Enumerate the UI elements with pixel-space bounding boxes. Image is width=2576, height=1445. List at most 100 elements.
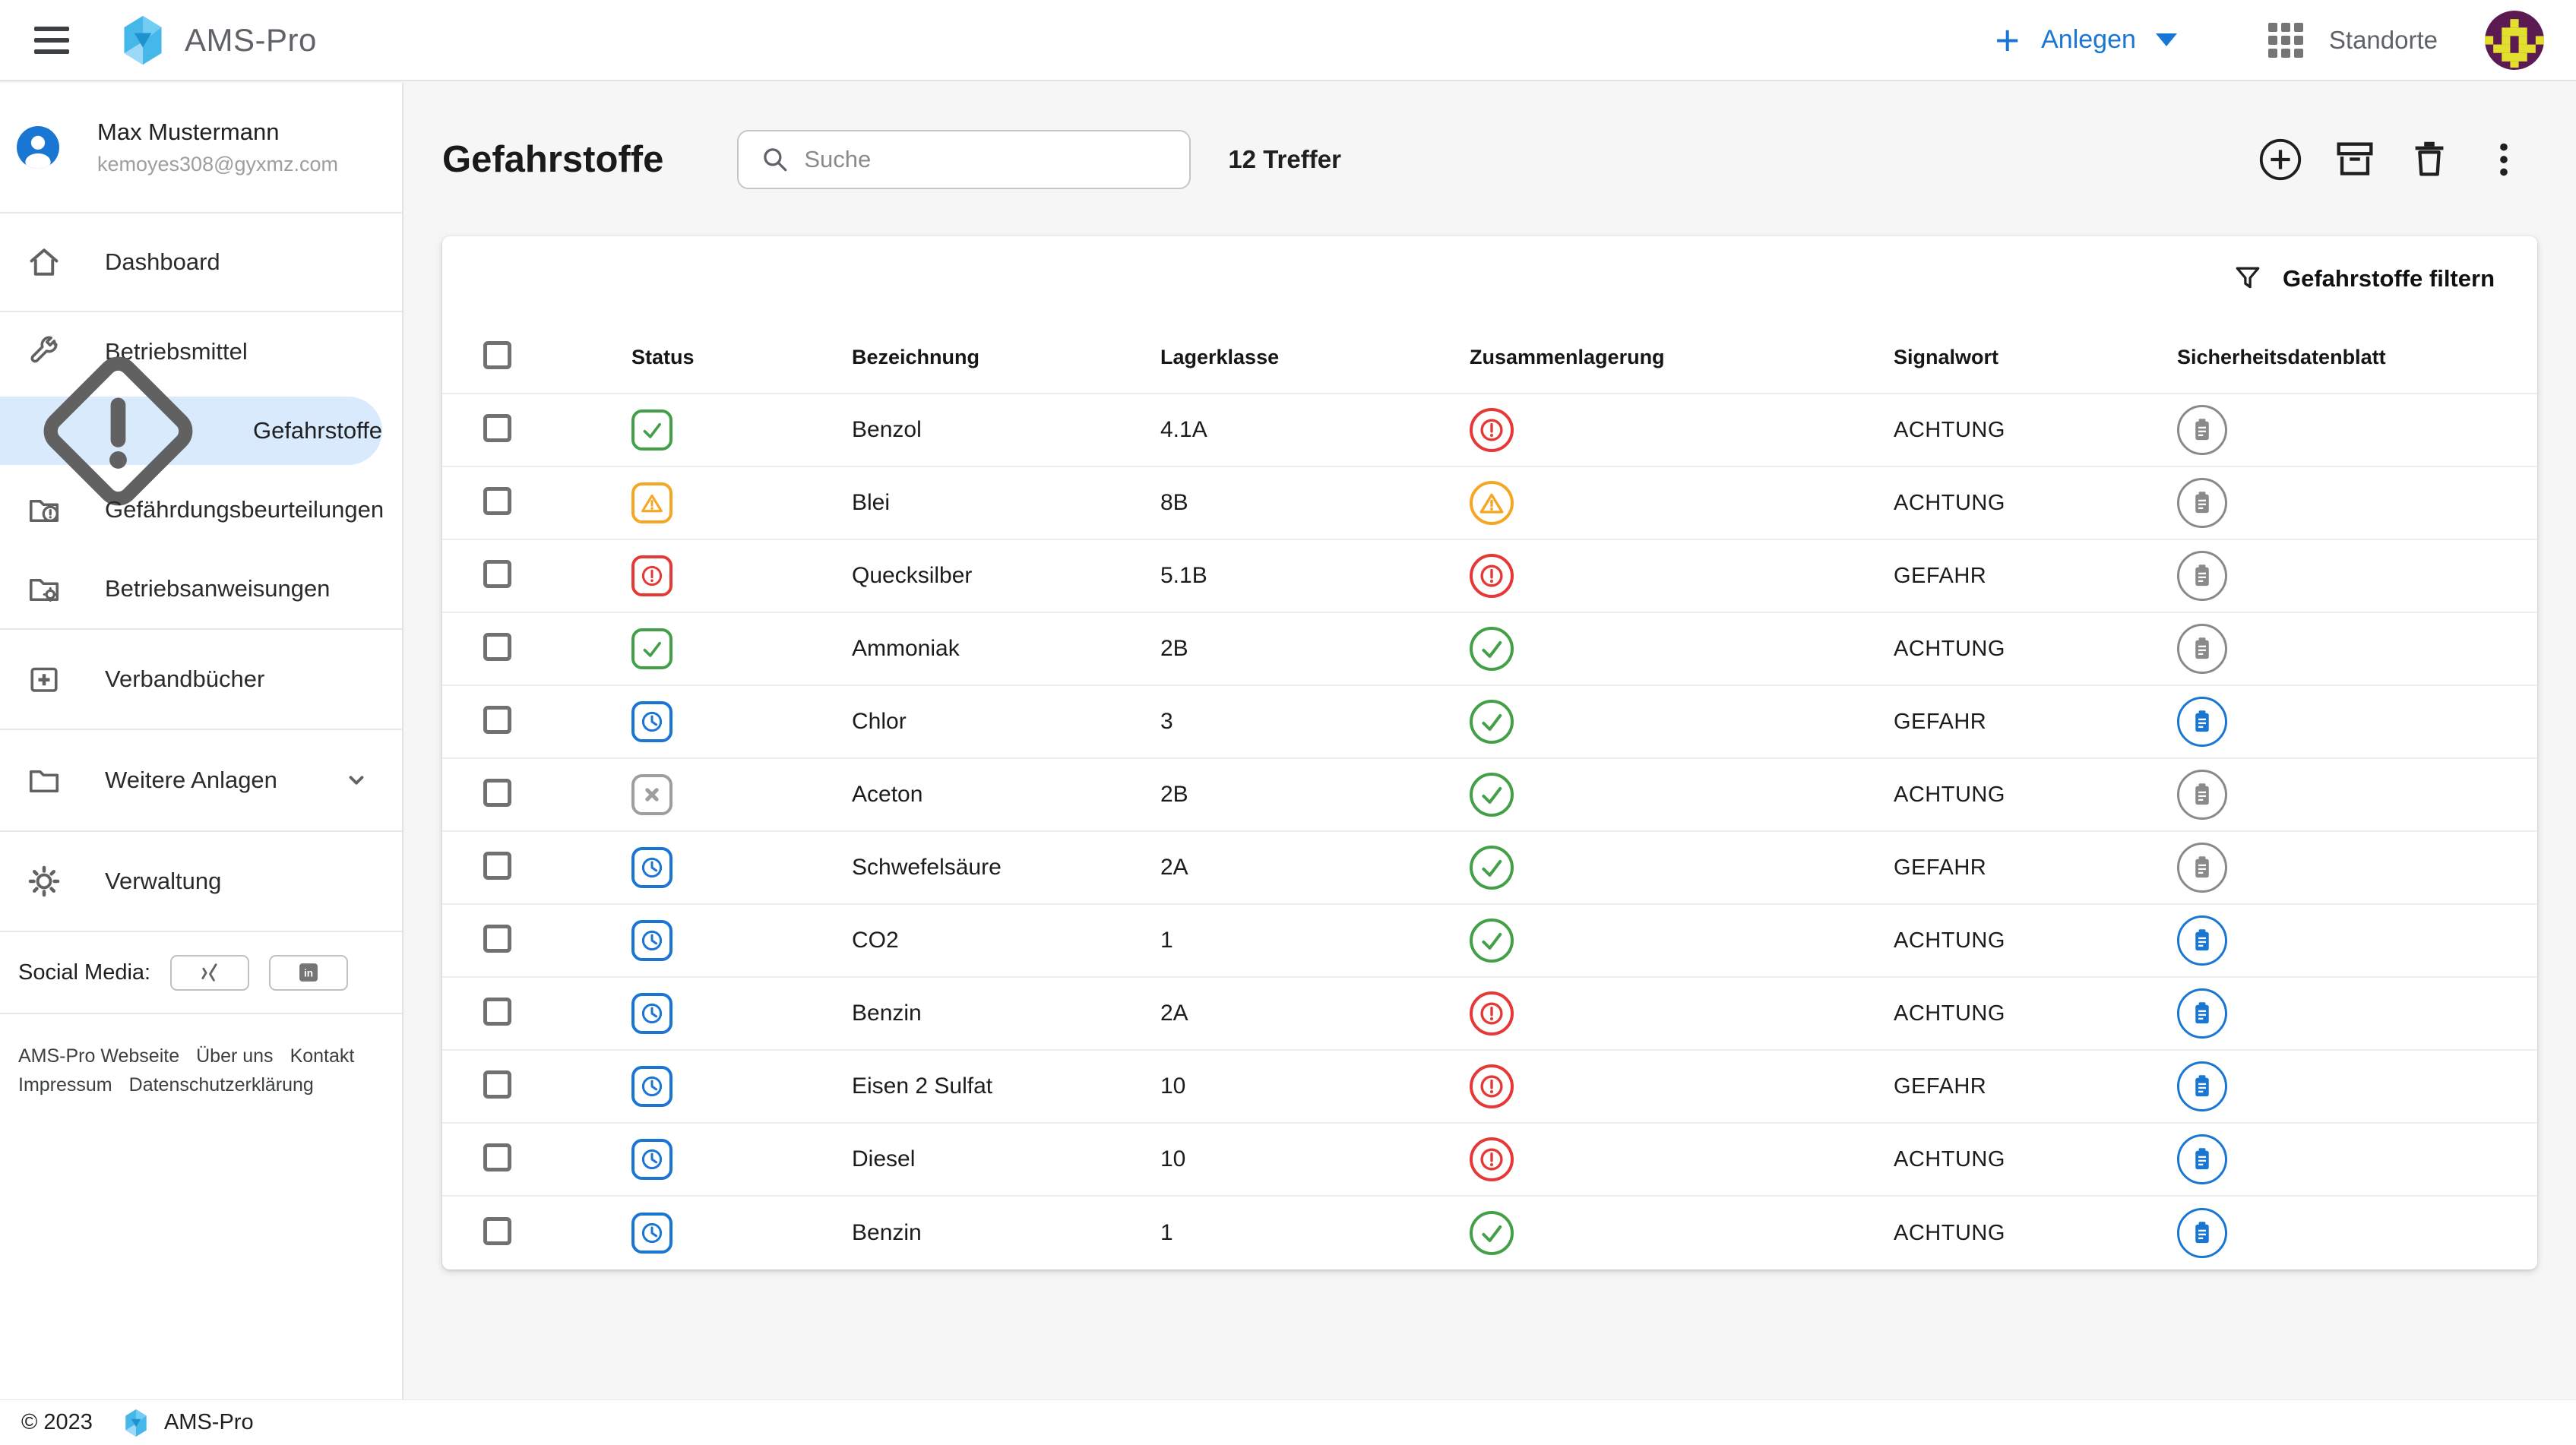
column-header-signalwort: Signalwort: [1894, 345, 1999, 368]
xing-button[interactable]: [170, 954, 250, 991]
signalwort-value: ACHTUNG: [1894, 490, 2005, 515]
footer-link-webseite[interactable]: AMS-Pro Webseite: [18, 1045, 180, 1067]
footer-link-kontakt[interactable]: Kontakt: [290, 1045, 355, 1067]
sicherheitsdatenblatt-icon[interactable]: [2177, 1134, 2227, 1184]
column-header-zusammenlagerung: Zusammenlagerung: [1470, 345, 1665, 368]
row-checkbox[interactable]: [483, 560, 511, 588]
zusammenlagerung-error-icon: [1470, 408, 1514, 452]
standorte-button[interactable]: Standorte: [2267, 22, 2438, 58]
sidebar-item-weitere-anlagen[interactable]: Weitere Anlagen: [0, 730, 402, 830]
table-body: Benzol 4.1A ACHTUNG Blei 8B ACHTUNG: [442, 394, 2537, 1270]
table-row[interactable]: Blei 8B ACHTUNG: [442, 467, 2537, 540]
table-row[interactable]: Eisen 2 Sulfat 10 GEFAHR: [442, 1051, 2537, 1124]
sidebar-item-dashboard[interactable]: Dashboard: [0, 213, 402, 311]
signalwort-value: ACHTUNG: [1894, 636, 2005, 661]
zusammenlagerung-ok-icon: [1470, 700, 1514, 744]
row-checkbox[interactable]: [483, 1143, 511, 1171]
table-row[interactable]: CO2 1 ACHTUNG: [442, 905, 2537, 978]
lagerklasse-value: 1: [1160, 1220, 1173, 1245]
hazard-diamond-icon: [43, 356, 193, 505]
sicherheitsdatenblatt-icon[interactable]: [2177, 551, 2227, 601]
sicherheitsdatenblatt-icon[interactable]: [2177, 843, 2227, 893]
bezeichnung-value: Benzol: [852, 417, 922, 442]
lagerklasse-value: 5.1B: [1160, 563, 1207, 588]
sidebar-item-gefaehrdungsbeurteilungen[interactable]: Gefährdungsbeurteilungen: [0, 470, 402, 549]
add-button[interactable]: [2257, 136, 2304, 183]
table-row[interactable]: Ammoniak 2B ACHTUNG: [442, 613, 2537, 686]
row-checkbox[interactable]: [483, 633, 511, 661]
search-input[interactable]: [804, 146, 1154, 173]
table-row[interactable]: Schwefelsäure 2A GEFAHR: [442, 832, 2537, 905]
filter-button[interactable]: Gefahrstoffe filtern: [2233, 264, 2495, 294]
zusammenlagerung-ok-icon: [1470, 627, 1514, 671]
row-checkbox[interactable]: [483, 414, 511, 442]
user-avatar[interactable]: [2485, 10, 2544, 70]
zusammenlagerung-error-icon: [1470, 554, 1514, 598]
table-row[interactable]: Diesel 10 ACHTUNG: [442, 1124, 2537, 1197]
user-email: kemoyes308@gyxmz.com: [97, 153, 339, 175]
table-row[interactable]: Chlor 3 GEFAHR: [442, 686, 2537, 759]
bezeichnung-value: Quecksilber: [852, 563, 973, 588]
delete-button[interactable]: [2406, 136, 2453, 183]
anlegen-button[interactable]: + Anlegen: [1995, 18, 2177, 62]
table-row[interactable]: Benzol 4.1A ACHTUNG: [442, 394, 2537, 467]
bezeichnung-value: Eisen 2 Sulfat: [852, 1073, 993, 1099]
bezeichnung-value: Blei: [852, 490, 891, 515]
sidebar-item-verbandbuecher[interactable]: Verbandbücher: [0, 630, 402, 729]
table-row[interactable]: Quecksilber 5.1B GEFAHR: [442, 540, 2537, 613]
table-row[interactable]: Benzin 2A ACHTUNG: [442, 978, 2537, 1051]
sicherheitsdatenblatt-icon[interactable]: [2177, 697, 2227, 747]
linkedin-icon: in: [299, 963, 318, 982]
bezeichnung-value: Aceton: [852, 782, 923, 807]
status-pending-icon: [631, 920, 672, 961]
lagerklasse-value: 2A: [1160, 855, 1188, 880]
sicherheitsdatenblatt-icon[interactable]: [2177, 988, 2227, 1039]
zusammenlagerung-ok-icon: [1470, 1211, 1514, 1255]
signalwort-value: ACHTUNG: [1894, 1146, 2005, 1171]
sidebar-item-verwaltung[interactable]: Verwaltung: [0, 832, 402, 931]
status-pending-icon: [631, 701, 672, 742]
sidebar-item-betriebsanweisungen[interactable]: Betriebsanweisungen: [0, 549, 402, 628]
row-checkbox[interactable]: [483, 1217, 511, 1245]
linkedin-button[interactable]: in: [269, 954, 349, 991]
footer-link-impressum[interactable]: Impressum: [18, 1074, 112, 1096]
footer-link-ueber-uns[interactable]: Über uns: [196, 1045, 274, 1067]
archive-button[interactable]: [2331, 136, 2378, 183]
row-checkbox[interactable]: [483, 706, 511, 734]
row-checkbox[interactable]: [483, 487, 511, 515]
home-icon: [30, 248, 59, 276]
signalwort-value: GEFAHR: [1894, 563, 1987, 588]
row-checkbox[interactable]: [483, 998, 511, 1026]
bezeichnung-value: Benzin: [852, 1220, 922, 1245]
sicherheitsdatenblatt-icon[interactable]: [2177, 478, 2227, 528]
footer-link-datenschutz[interactable]: Datenschutzerklärung: [128, 1074, 314, 1096]
column-header-sicherheitsdatenblatt: Sicherheitsdatenblatt: [2177, 345, 2386, 368]
more-options-button[interactable]: [2480, 136, 2527, 183]
xing-icon: [201, 963, 217, 982]
row-checkbox[interactable]: [483, 852, 511, 880]
folder-icon: [29, 770, 59, 793]
row-checkbox[interactable]: [483, 925, 511, 953]
table-row[interactable]: Benzin 1 ACHTUNG: [442, 1197, 2537, 1270]
menu-icon[interactable]: [34, 26, 69, 54]
select-all-checkbox[interactable]: [483, 341, 511, 369]
sicherheitsdatenblatt-icon[interactable]: [2177, 1061, 2227, 1111]
sicherheitsdatenblatt-icon[interactable]: [2177, 1208, 2227, 1258]
app-title: AMS-Pro: [185, 21, 317, 58]
footer-logo-icon: [125, 1409, 147, 1437]
bezeichnung-value: Benzin: [852, 1001, 922, 1026]
bezeichnung-value: Diesel: [852, 1146, 916, 1171]
sicherheitsdatenblatt-icon[interactable]: [2177, 915, 2227, 966]
table-row[interactable]: Aceton 2B ACHTUNG: [442, 759, 2537, 832]
column-header-status: Status: [631, 345, 695, 368]
lagerklasse-value: 2A: [1160, 1001, 1188, 1026]
row-checkbox[interactable]: [483, 779, 511, 807]
sidebar-item-gefahrstoffe[interactable]: Gefahrstoffe: [0, 356, 382, 505]
status-pending-icon: [631, 847, 672, 888]
sicherheitsdatenblatt-icon[interactable]: [2177, 770, 2227, 820]
gear-icon: [28, 865, 60, 897]
sicherheitsdatenblatt-icon[interactable]: [2177, 405, 2227, 455]
bezeichnung-value: Ammoniak: [852, 636, 960, 661]
row-checkbox[interactable]: [483, 1070, 511, 1099]
sicherheitsdatenblatt-icon[interactable]: [2177, 624, 2227, 674]
